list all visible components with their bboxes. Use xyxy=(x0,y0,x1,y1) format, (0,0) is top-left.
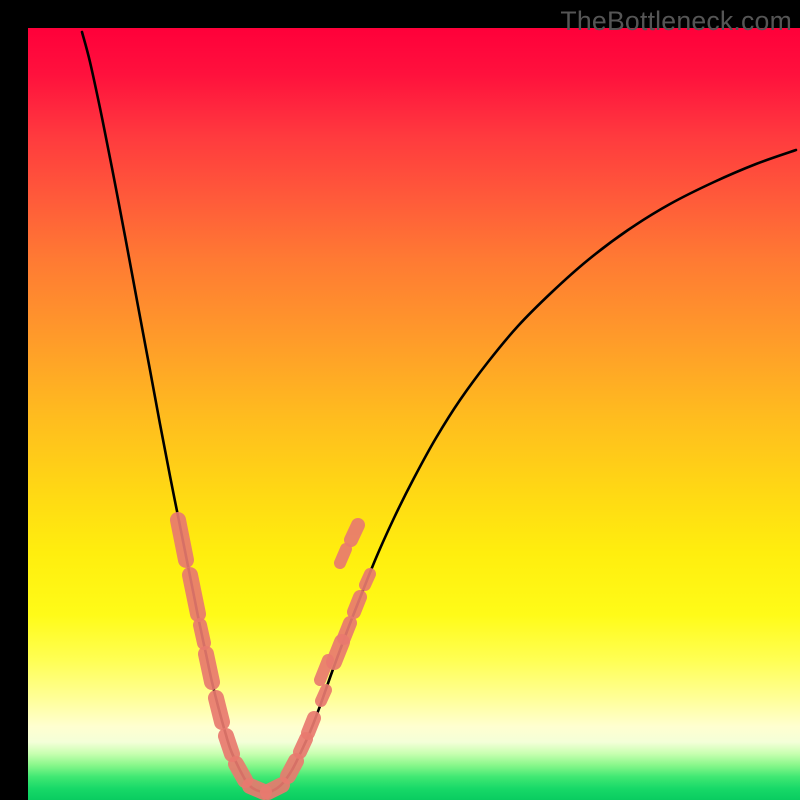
watermark: TheBottleneck.com xyxy=(560,6,792,37)
chart-frame xyxy=(0,0,800,800)
